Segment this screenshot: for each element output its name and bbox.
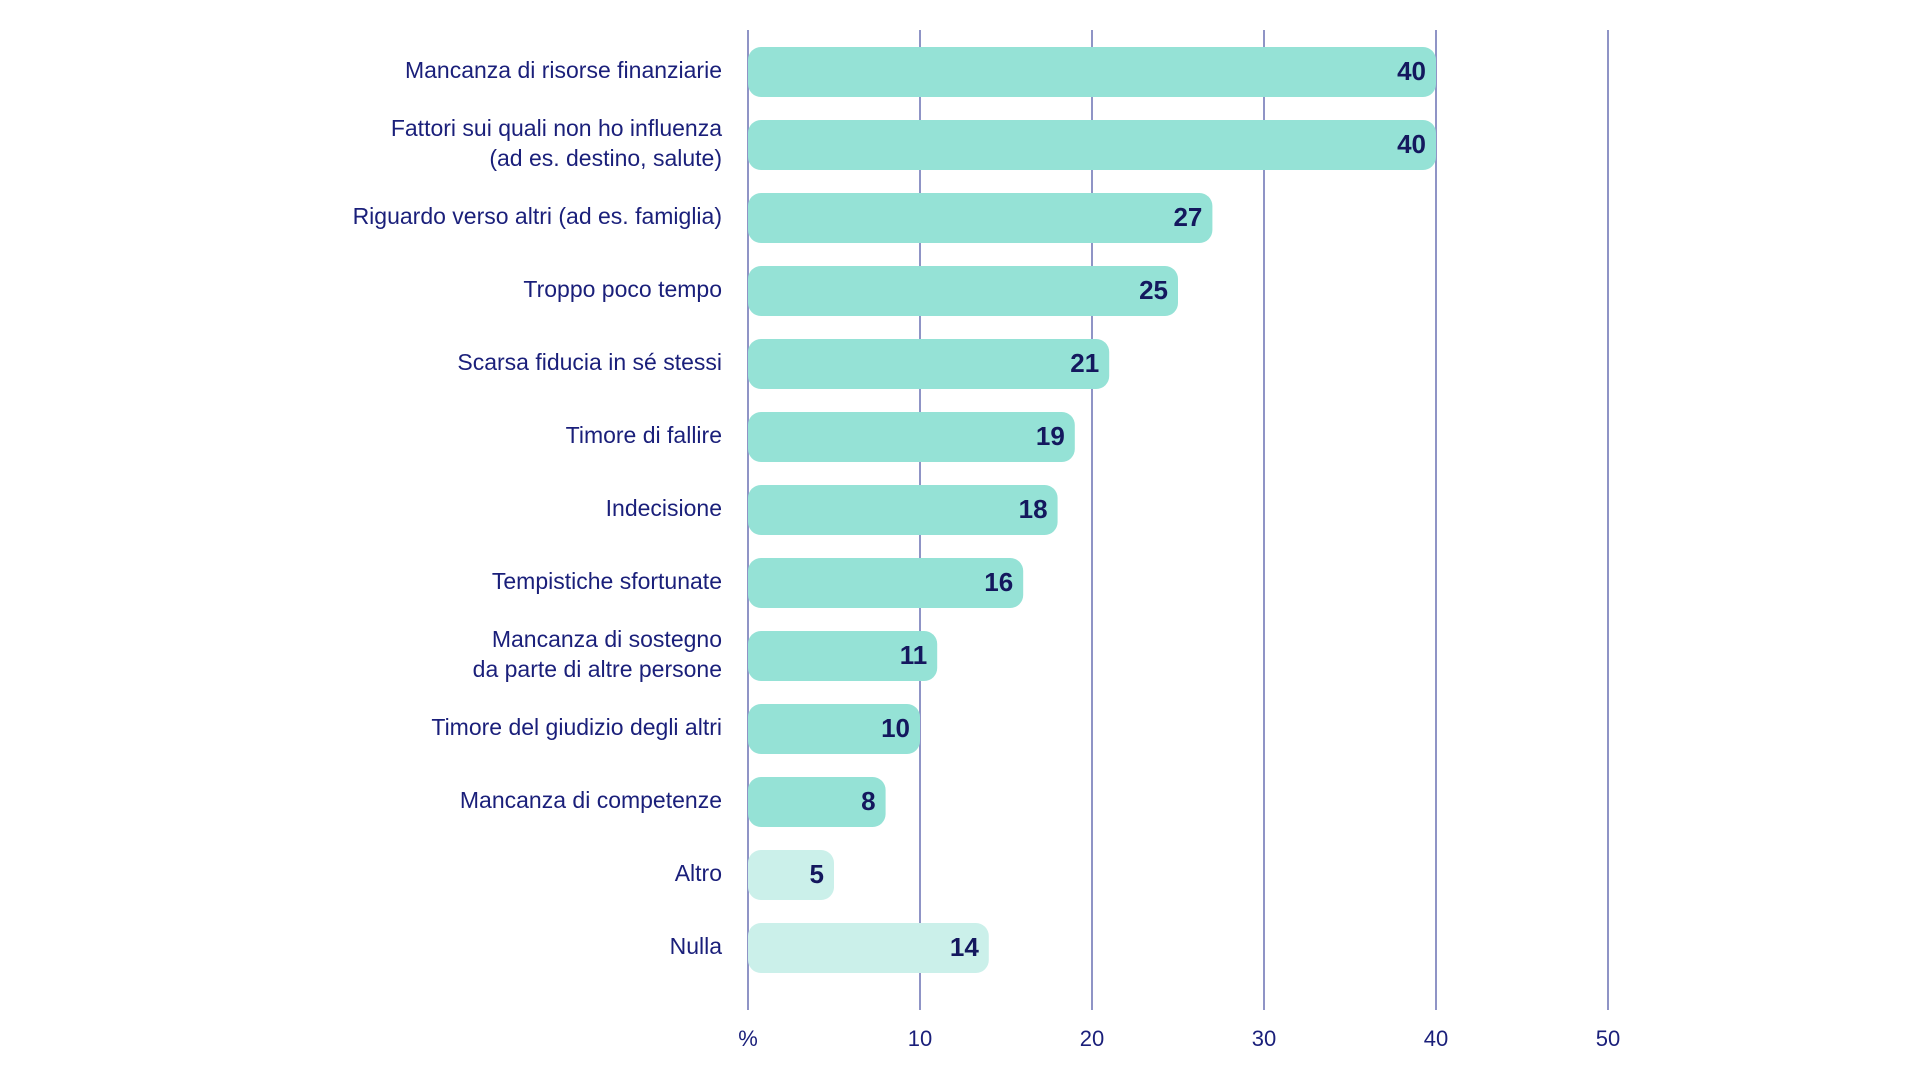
value-label-4: 21 bbox=[1070, 348, 1099, 378]
value-label-5: 19 bbox=[1036, 421, 1065, 451]
bar-12 bbox=[748, 923, 989, 973]
value-label-7: 16 bbox=[984, 567, 1013, 597]
category-label-9: Timore del giudizio degli altri bbox=[431, 714, 722, 740]
category-label-line-8-1: da parte di altre persone bbox=[473, 656, 722, 682]
bar-0 bbox=[748, 47, 1436, 97]
bar-1 bbox=[748, 120, 1436, 170]
category-label-5: Timore di fallire bbox=[566, 422, 722, 448]
category-label-2: Riguardo verso altri (ad es. famiglia) bbox=[353, 203, 722, 229]
category-label-line-11-0: Altro bbox=[675, 860, 722, 886]
category-label-12: Nulla bbox=[670, 933, 723, 959]
x-axis-ticks: % 10 20 30 40 50 bbox=[738, 1026, 1620, 1051]
value-label-3: 25 bbox=[1139, 275, 1168, 305]
x-tick-label-30: 30 bbox=[1252, 1026, 1276, 1051]
category-label-line-6-0: Indecisione bbox=[606, 495, 722, 521]
bar-9 bbox=[748, 704, 920, 754]
bar-3 bbox=[748, 266, 1178, 316]
category-label-11: Altro bbox=[675, 860, 722, 886]
category-label-line-4-0: Scarsa fiducia in sé stessi bbox=[457, 349, 722, 375]
category-label-8: Mancanza di sostegno da parte di altre pe… bbox=[473, 626, 722, 682]
category-label-4: Scarsa fiducia in sé stessi bbox=[457, 349, 722, 375]
category-label-line-9-0: Timore del giudizio degli altri bbox=[431, 714, 722, 740]
category-label-6: Indecisione bbox=[606, 495, 722, 521]
category-label-3: Troppo poco tempo bbox=[523, 276, 722, 302]
category-label-7: Tempistiche sfortunate bbox=[492, 568, 722, 594]
x-tick-label-10: 10 bbox=[908, 1026, 932, 1051]
bar-8 bbox=[748, 631, 938, 681]
category-label-line-1-0: Fattori sui quali non ho influenza bbox=[391, 115, 722, 141]
category-label-line-5-0: Timore di fallire bbox=[566, 422, 722, 448]
x-tick-label-50: 50 bbox=[1596, 1026, 1620, 1051]
category-label-line-12-0: Nulla bbox=[670, 933, 723, 959]
bar-4 bbox=[748, 339, 1110, 389]
category-label-1: Fattori sui quali non ho influenza (ad es… bbox=[391, 115, 722, 171]
category-labels: Mancanza di risorse finanziarie Fattori s… bbox=[353, 57, 723, 959]
x-tick-label-0: % bbox=[738, 1026, 758, 1051]
value-label-11: 5 bbox=[810, 859, 824, 889]
category-label-10: Mancanza di competenze bbox=[460, 787, 722, 813]
x-tick-label-40: 40 bbox=[1424, 1026, 1448, 1051]
x-tick-label-20: 20 bbox=[1080, 1026, 1104, 1051]
bar-10 bbox=[748, 777, 886, 827]
value-label-12: 14 bbox=[950, 932, 979, 962]
bar-2 bbox=[748, 193, 1213, 243]
category-label-0: Mancanza di risorse finanziarie bbox=[405, 57, 722, 83]
value-label-9: 10 bbox=[881, 713, 910, 743]
category-label-line-1-1: (ad es. destino, salute) bbox=[489, 145, 722, 171]
value-label-1: 40 bbox=[1397, 129, 1426, 159]
bar-6 bbox=[748, 485, 1058, 535]
category-label-line-8-0: Mancanza di sostegno bbox=[492, 626, 722, 652]
value-label-2: 27 bbox=[1173, 202, 1202, 232]
bar-11 bbox=[748, 850, 834, 900]
value-label-6: 18 bbox=[1019, 494, 1048, 524]
bars bbox=[748, 47, 1436, 973]
value-labels: 40 40 27 25 21 19 18 16 11 10 8 5 14 bbox=[810, 56, 1426, 962]
bar-7 bbox=[748, 558, 1024, 608]
category-label-line-7-0: Tempistiche sfortunate bbox=[492, 568, 722, 594]
bar-5 bbox=[748, 412, 1075, 462]
category-label-line-3-0: Troppo poco tempo bbox=[523, 276, 722, 302]
category-label-line-10-0: Mancanza di competenze bbox=[460, 787, 722, 813]
value-label-10: 8 bbox=[861, 786, 875, 816]
value-label-8: 11 bbox=[900, 640, 928, 670]
category-label-line-2-0: Riguardo verso altri (ad es. famiglia) bbox=[353, 203, 722, 229]
value-label-0: 40 bbox=[1397, 56, 1426, 86]
category-label-line-0-0: Mancanza di risorse finanziarie bbox=[405, 57, 722, 83]
